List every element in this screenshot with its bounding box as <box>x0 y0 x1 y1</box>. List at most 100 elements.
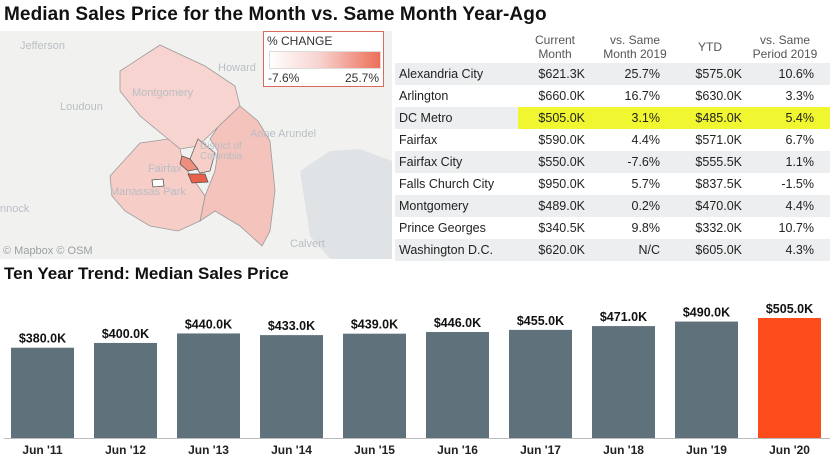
cell-current: $950.0K <box>538 177 585 191</box>
row-name: Washington D.C. <box>399 243 494 257</box>
map-place-label: Howard <box>218 62 256 74</box>
map-regions <box>109 44 392 259</box>
map-attribution[interactable]: © Mapbox © OSM <box>3 245 93 257</box>
cell-current: $660.0K <box>538 89 585 103</box>
bar[interactable] <box>260 335 323 438</box>
sales-table: Current Month vs. Same Month 2019 YTD vs… <box>395 31 830 261</box>
bar-value-label: $380.0K <box>19 332 66 346</box>
cell-vs-month: N/C <box>638 243 660 257</box>
bar-value-label: $505.0K <box>766 302 813 316</box>
cell-vs-period: 5.4% <box>785 111 815 125</box>
bar-value-label: $433.0K <box>268 319 315 333</box>
cell-ytd: $332.0K <box>695 221 742 235</box>
table-header: Current Month vs. Same Month 2019 YTD vs… <box>395 31 830 63</box>
table-row[interactable]: DC Metro $505.0K 3.1% $485.0K 5.4% <box>395 107 830 129</box>
bar-value-label: $455.0K <box>517 314 564 328</box>
cell-ytd: $470.0K <box>695 199 742 213</box>
region-montgomery[interactable] <box>119 44 241 150</box>
cell-vs-period: 3.3% <box>785 89 815 103</box>
trend-title: Ten Year Trend: Median Sales Price <box>4 264 289 283</box>
region-arlington[interactable] <box>179 155 199 172</box>
x-tick-label: Jun '18 <box>603 443 644 457</box>
x-tick-label: Jun '20 <box>769 443 810 457</box>
cell-vs-month: -7.6% <box>627 155 660 169</box>
bar[interactable] <box>758 318 821 438</box>
row-name: Montgomery <box>399 199 469 213</box>
cell-current: $505.0K <box>538 111 585 125</box>
cell-ytd: $605.0K <box>695 243 742 257</box>
bar[interactable] <box>675 321 738 438</box>
cell-current: $489.0K <box>538 199 585 213</box>
bar[interactable] <box>426 332 489 438</box>
map-place-label: Fairfax <box>148 163 182 175</box>
cell-ytd: $630.0K <box>695 89 742 103</box>
region-alexandria[interactable] <box>187 173 209 184</box>
cell-vs-month: 5.7% <box>631 177 661 191</box>
legend-title: % CHANGE <box>267 34 333 48</box>
map-place-label: Montgomery <box>132 87 194 99</box>
color-legend: % CHANGE -7.6% 25.7% <box>263 31 384 87</box>
region-prince-georges[interactable] <box>199 105 276 247</box>
table-row[interactable]: Alexandria City $621.3K 25.7% $575.0K 10.6% <box>395 63 830 85</box>
table-row[interactable]: Montgomery $489.0K 0.2% $470.0K 4.4% <box>395 195 830 217</box>
cell-ytd: $837.5K <box>695 177 742 191</box>
bar[interactable] <box>94 342 157 438</box>
table-row[interactable]: Arlington $660.0K 16.7% $630.0K 3.3% <box>395 85 830 107</box>
cell-vs-period: 1.1% <box>785 155 815 169</box>
table-row[interactable]: Washington D.C. $620.0K N/C $605.0K 4.3% <box>395 239 830 261</box>
cell-vs-month: 25.7% <box>624 67 660 81</box>
x-tick-label: Jun '16 <box>437 443 478 457</box>
bar[interactable] <box>592 326 655 438</box>
x-tick-label: Jun '14 <box>271 443 312 457</box>
table-row[interactable]: Falls Church City $950.0K 5.7% $837.5K -1.5% <box>395 173 830 195</box>
bar-value-label: $490.0K <box>683 306 730 320</box>
cell-ytd: $571.0K <box>695 133 742 147</box>
bar-value-label: $400.0K <box>102 327 149 341</box>
dashboard-title: Median Sales Price for the Month vs. Sam… <box>4 4 547 25</box>
cell-vs-month: 9.8% <box>631 221 661 235</box>
region-fairfax-city[interactable] <box>151 178 165 188</box>
legend-gradient <box>269 51 381 69</box>
cell-vs-period: 10.6% <box>778 67 814 81</box>
bar[interactable] <box>177 333 240 438</box>
x-tick-label: Jun '17 <box>520 443 561 457</box>
cell-ytd: $555.5K <box>695 155 742 169</box>
column-header-current-month: Current Month <box>534 33 575 61</box>
x-tick-label: Jun '15 <box>354 443 395 457</box>
cell-vs-period: 6.7% <box>785 133 815 147</box>
legend-max-label: 25.7% <box>344 71 379 85</box>
table-row[interactable]: Fairfax City $550.0K -7.6% $555.5K 1.1% <box>395 151 830 173</box>
row-highlight <box>518 107 830 129</box>
cell-current: $621.3K <box>538 67 585 81</box>
cell-ytd: $575.0K <box>695 67 742 81</box>
row-name: Arlington <box>399 89 449 103</box>
map-place-label: Loudoun <box>60 101 103 113</box>
column-header-ytd: YTD <box>698 40 722 54</box>
bar[interactable] <box>509 329 572 438</box>
cell-vs-period: -1.5% <box>781 177 814 191</box>
column-header-vs-month: vs. Same Month 2019 <box>603 33 667 61</box>
table-row[interactable]: Fairfax $590.0K 4.4% $571.0K 6.7% <box>395 129 830 151</box>
table-row[interactable]: Prince Georges $340.5K 9.8% $332.0K 10.7% <box>395 217 830 239</box>
bar[interactable] <box>11 347 74 438</box>
cell-current: $340.5K <box>538 221 585 235</box>
map-place-label: nnock <box>0 203 30 215</box>
map-place-label: Calvert <box>290 238 325 250</box>
cell-vs-month: 4.4% <box>631 133 661 147</box>
column-header-vs-period: vs. Same Period 2019 <box>752 33 818 61</box>
cell-vs-month: 3.1% <box>631 111 661 125</box>
row-name: Fairfax <box>399 133 438 147</box>
bar[interactable] <box>343 333 406 438</box>
cell-ytd: $485.0K <box>695 111 742 125</box>
cell-current: $590.0K <box>538 133 585 147</box>
cell-vs-period: 4.3% <box>785 243 815 257</box>
bar-value-label: $440.0K <box>185 317 232 331</box>
cell-current: $620.0K <box>538 243 585 257</box>
row-name: Alexandria City <box>399 67 484 81</box>
map-place-label: Manassas Park <box>110 186 186 198</box>
cell-vs-period: 10.7% <box>778 221 814 235</box>
cell-vs-period: 4.4% <box>785 199 815 213</box>
region-washington-dc[interactable] <box>189 138 216 174</box>
row-name: DC Metro <box>399 111 453 125</box>
legend-min-label: -7.6% <box>268 71 300 85</box>
